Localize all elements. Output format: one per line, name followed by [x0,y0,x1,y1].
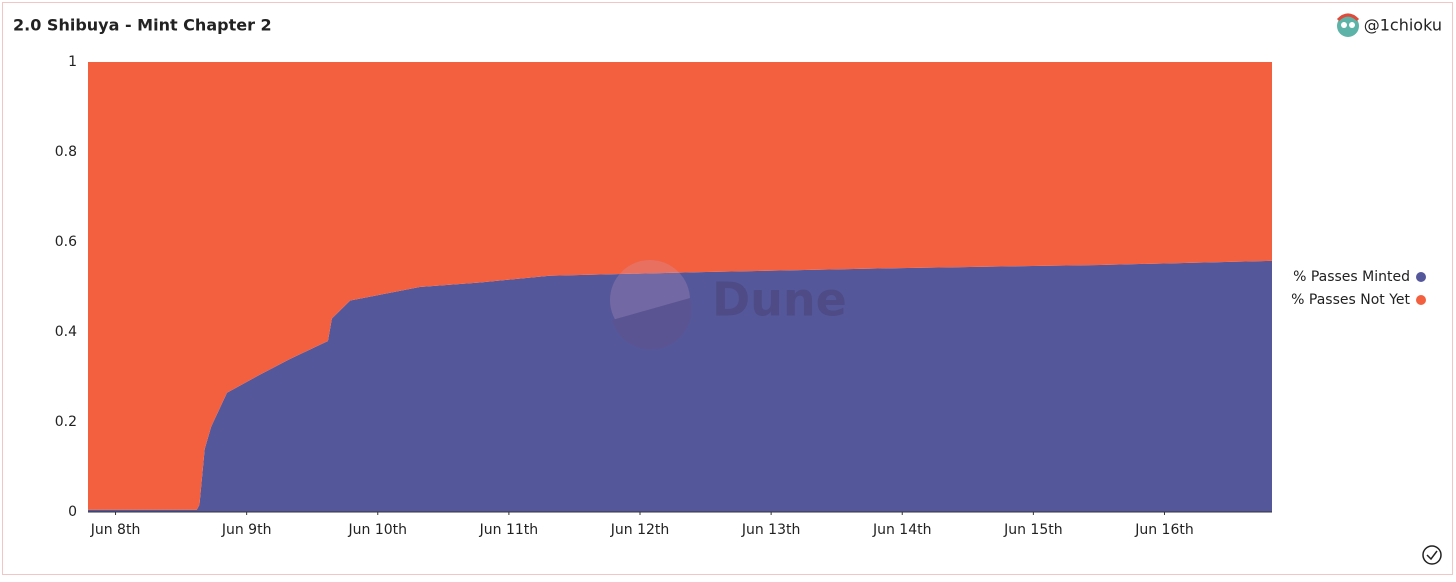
area [88,62,1272,510]
x-tick-label: Jun 16th [1134,522,1194,538]
plot-area [88,62,1272,512]
legend-swatch [1416,272,1426,282]
y-tick-label: 0.8 [55,144,77,160]
check-icon[interactable] [1422,545,1442,565]
x-tick-label: Jun 12th [610,522,670,538]
watermark: Dune [610,260,847,350]
area [88,260,1272,512]
x-tick-label: Jun 11th [479,522,539,538]
watermark-text: Dune [712,273,847,327]
x-tick-label: Jun 15th [1003,522,1063,538]
y-tick-label: 0.6 [55,234,77,250]
legend-label: % Passes Minted [1293,269,1410,285]
y-tick-label: 0.4 [55,324,77,340]
avatar [1336,13,1360,37]
x-tick-label: Jun 14th [872,522,932,538]
y-tick-label: 1 [68,54,77,70]
chart-title: 2.0 Shibuya - Mint Chapter 2 [13,16,272,35]
x-tick-label: Jun 8th [90,522,141,538]
y-tick-label: 0 [68,504,77,520]
y-tick-label: 0.2 [55,414,77,430]
legend-swatch [1416,295,1426,305]
x-tick-label: Jun 13th [741,522,801,538]
x-tick-label: Jun 10th [348,522,408,538]
author: @1chioku [1364,16,1442,35]
x-tick-label: Jun 9th [221,522,272,538]
legend-label: % Passes Not Yet [1291,292,1410,308]
